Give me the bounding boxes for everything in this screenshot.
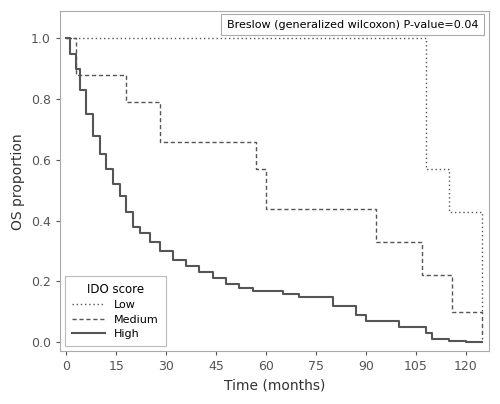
Medium xyxy=(363,206,369,211)
Medium xyxy=(420,273,426,278)
Low xyxy=(64,36,70,41)
Medium xyxy=(253,139,259,144)
High xyxy=(446,337,452,341)
Medium xyxy=(479,309,485,314)
Low xyxy=(363,36,369,41)
Line: Low: Low xyxy=(66,38,482,312)
High xyxy=(330,303,336,308)
Medium xyxy=(213,139,219,144)
Medium xyxy=(64,36,70,41)
High xyxy=(170,258,176,263)
Low xyxy=(253,36,259,41)
Medium xyxy=(114,72,119,77)
Legend: Low, Medium, High: Low, Medium, High xyxy=(65,276,166,346)
Medium xyxy=(213,139,219,144)
High xyxy=(462,340,468,345)
Low xyxy=(363,36,369,41)
Low xyxy=(479,209,485,214)
High xyxy=(84,112,89,117)
Medium xyxy=(363,206,369,211)
X-axis label: Time (months): Time (months) xyxy=(224,379,325,393)
High xyxy=(64,36,70,41)
Low xyxy=(446,209,452,214)
Medium xyxy=(123,72,129,77)
Low xyxy=(422,166,428,171)
Medium xyxy=(123,100,129,105)
Medium xyxy=(74,72,80,77)
High xyxy=(479,340,485,345)
High xyxy=(156,240,162,244)
Medium xyxy=(450,273,456,278)
Medium xyxy=(420,240,426,244)
Low xyxy=(422,36,428,41)
Medium xyxy=(373,240,379,244)
Medium xyxy=(253,166,259,171)
Medium xyxy=(114,72,119,77)
High xyxy=(90,133,96,138)
Low xyxy=(253,36,259,41)
Medium xyxy=(479,337,485,341)
Line: Medium: Medium xyxy=(66,38,482,339)
Medium xyxy=(450,309,456,314)
Medium xyxy=(373,206,379,211)
Medium xyxy=(263,206,269,211)
Low xyxy=(446,166,452,171)
Medium xyxy=(263,166,269,171)
Line: High: High xyxy=(66,38,482,342)
Low xyxy=(479,309,485,314)
Medium xyxy=(74,36,80,41)
Text: Breslow (generalized wilcoxon) P-value=0.04: Breslow (generalized wilcoxon) P-value=0… xyxy=(226,20,478,29)
Medium xyxy=(156,139,162,144)
Y-axis label: OS proportion: OS proportion xyxy=(11,133,25,229)
Medium xyxy=(156,100,162,105)
